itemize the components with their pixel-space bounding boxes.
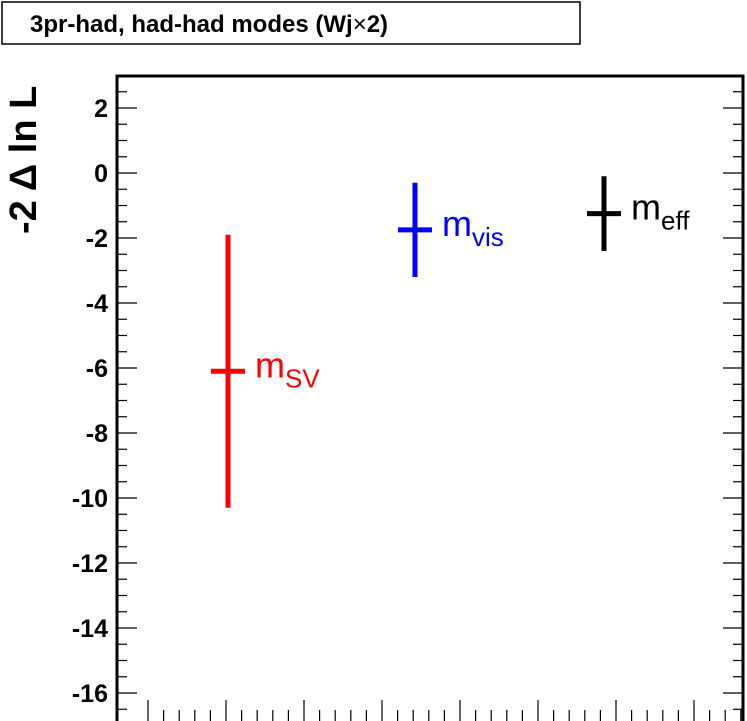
y-tick-label: 2	[94, 95, 108, 123]
y-tick-label: -2	[86, 225, 108, 253]
y-tick-label: -6	[86, 355, 108, 383]
y-tick-label: -14	[72, 615, 108, 643]
y-tick-label: -8	[86, 420, 108, 448]
data-point-sv: mSV	[211, 234, 320, 508]
title-box	[1, 1, 581, 45]
y-tick-label: -12	[72, 550, 108, 578]
y-tick-label: 0	[94, 160, 108, 188]
point-label-main: m	[442, 203, 472, 244]
point-label-sub: eff	[661, 206, 690, 236]
data-point-eff: meff	[587, 176, 690, 251]
data-point-vis: mvis	[398, 182, 504, 277]
y-tick-label: -4	[86, 290, 108, 318]
chart-title-prefix: 3pr-had, had-had modes (Wj	[30, 11, 353, 38]
y-tick-label: -16	[72, 680, 108, 708]
point-label: mSV	[255, 344, 320, 393]
point-label-main: m	[631, 187, 661, 228]
point-label: meff	[631, 187, 690, 236]
x-ticks-bottom	[147, 700, 742, 721]
chart-title-suffix: 2)	[367, 11, 388, 38]
point-label-sub: SV	[285, 363, 320, 393]
chart-title: 3pr-had, had-had modes (Wj×2)	[30, 11, 388, 38]
chart-title-times: ×	[353, 11, 367, 38]
point-label-sub: vis	[472, 222, 504, 252]
y-tick-labels: 2 0 -2 -4 -6 -8 -10 -12 -14 -16	[72, 95, 108, 708]
y-ticks-left	[117, 91, 137, 710]
point-label-main: m	[255, 344, 285, 385]
y-tick-label: -10	[72, 485, 108, 513]
plot-frame	[115, 74, 745, 721]
y-axis-label: -2 Δ ln L	[3, 86, 45, 234]
y-ticks-right	[723, 91, 743, 710]
point-label: mvis	[442, 203, 504, 252]
